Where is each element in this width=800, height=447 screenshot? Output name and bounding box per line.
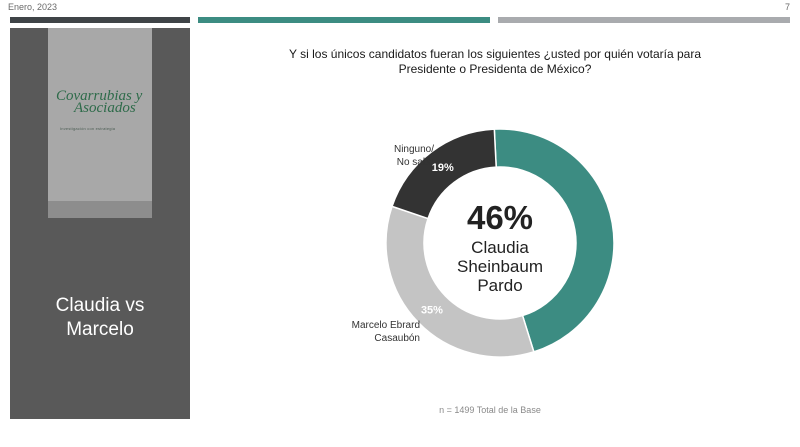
slide-date: Enero, 2023 [8, 2, 58, 12]
center-label-line: Pardo [477, 276, 522, 295]
outer-label-ninguno-no-sabe: No sabe [397, 157, 435, 168]
data-label-ninguno-no-sabe: 19% [432, 162, 454, 174]
section-title-line-1: Claudia vs [55, 295, 145, 316]
company-logo: Covarrubias y Asociados [56, 88, 152, 116]
question-line-2: Presidente o Presidenta de México? [398, 62, 592, 76]
data-label-marcelo-ebrard-casaub-n: 35% [421, 304, 443, 316]
header-bar-grey [498, 17, 790, 23]
slide-section-title: Claudia vs Marcelo [10, 294, 190, 342]
sample-size-note: n = 1499 Total de la Base [439, 405, 541, 415]
center-value: 46% [467, 199, 533, 236]
logo-background: Covarrubias y Asociados Investigación co… [48, 28, 152, 201]
page-number: 7 [784, 2, 790, 12]
slice-ninguno-no-sabe [391, 128, 497, 220]
survey-question: Y si los únicos candidatos fueran los si… [230, 47, 760, 77]
center-label-line: Sheinbaum [457, 257, 543, 276]
sidebar-panel: Covarrubias y Asociados Investigación co… [10, 28, 190, 419]
outer-label-marcelo-ebrard: Marcelo Ebrard [352, 320, 420, 331]
outer-label-ninguno-no-sabe: Ninguno/ [394, 144, 434, 155]
slice-claudia-sheinbaum-pardo [493, 128, 615, 353]
question-line-1: Y si los únicos candidatos fueran los si… [288, 47, 702, 61]
header-bar-teal [198, 17, 490, 23]
header-bar-dark [10, 17, 190, 23]
section-title-line-2: Marcelo [66, 319, 134, 340]
logo-frame: Covarrubias y Asociados Investigación co… [48, 28, 152, 218]
logo-line-1: Covarrubias y [56, 88, 143, 104]
slice-marcelo-ebrard-casaub-n [385, 205, 535, 358]
outer-label-marcelo-ebrard: Casaubón [374, 333, 420, 344]
logo-line-2: Asociados [74, 100, 136, 116]
logo-tagline: Investigación con estrategia [60, 126, 116, 131]
center-label-line: Claudia [471, 238, 529, 257]
